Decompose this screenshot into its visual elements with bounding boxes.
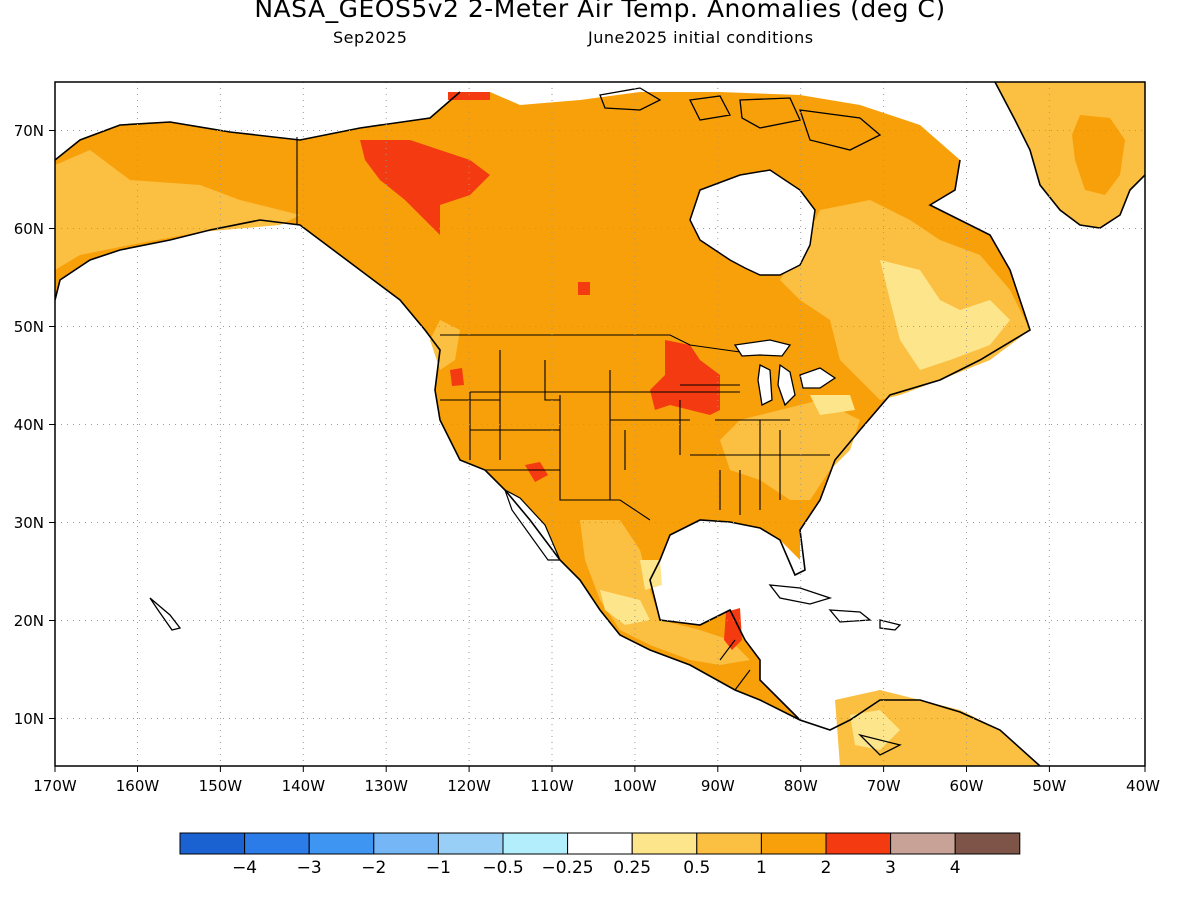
land-anomaly-red bbox=[360, 140, 490, 235]
lon-tick-label: 50W bbox=[1032, 777, 1066, 795]
lon-tick-label: 140W bbox=[282, 777, 326, 795]
political-borders bbox=[296, 137, 830, 691]
colorbar-label: 0.25 bbox=[613, 858, 651, 878]
colorbar-swatch bbox=[567, 832, 633, 855]
lon-tick-label: 70W bbox=[867, 777, 901, 795]
colorbar-label: −3 bbox=[297, 858, 322, 878]
colorbar-swatch bbox=[308, 832, 375, 855]
colorbar-label: 1 bbox=[756, 858, 767, 878]
land-anomaly-yellow bbox=[850, 710, 900, 750]
lon-tick-label: 90W bbox=[701, 777, 735, 795]
land-anomaly-light-orange bbox=[430, 320, 460, 370]
latitude-labels: 70N 60N 50N 40N 30N 20N 10N bbox=[14, 122, 44, 728]
map-layers bbox=[55, 82, 1145, 766]
lon-tick-label: 60W bbox=[950, 777, 984, 795]
land-anomaly-light-orange bbox=[720, 400, 860, 500]
land-anomaly-red bbox=[578, 282, 590, 295]
lon-tick-label: 150W bbox=[199, 777, 243, 795]
lat-tick-label: 60N bbox=[14, 220, 44, 238]
lat-tick-label: 40N bbox=[14, 416, 44, 434]
lon-tick-label: 120W bbox=[447, 777, 491, 795]
map-title: NASA_GEOS5v2 2-Meter Air Temp. Anomalies… bbox=[254, 0, 946, 23]
lon-tick-label: 160W bbox=[116, 777, 160, 795]
lon-tick-label: 130W bbox=[364, 777, 408, 795]
land-anomaly-greenland-core bbox=[1072, 115, 1125, 195]
colorbar-swatch bbox=[244, 832, 310, 855]
colorbar-swatch bbox=[696, 832, 762, 855]
colorbar-swatch bbox=[954, 832, 1021, 855]
lat-tick-label: 30N bbox=[14, 514, 44, 532]
colorbar-label: −0.5 bbox=[482, 858, 523, 878]
colorbar-label: 3 bbox=[885, 858, 896, 878]
great-lakes bbox=[733, 339, 837, 407]
lat-tick-label: 70N bbox=[14, 122, 44, 140]
longitude-labels: 170W 160W 150W 140W 130W 120W 110W 100W … bbox=[33, 777, 1160, 795]
initial-conditions-label: June2025 initial conditions bbox=[588, 28, 814, 47]
lon-tick-label: 170W bbox=[33, 777, 77, 795]
land-anomaly-light-orange bbox=[55, 150, 300, 270]
land-anomaly-yellow bbox=[880, 260, 1010, 370]
land-anomaly-red bbox=[650, 340, 720, 415]
colorbar-swatch bbox=[373, 832, 439, 855]
lon-tick-label: 100W bbox=[613, 777, 657, 795]
land-anomaly-yellow bbox=[810, 395, 855, 415]
land-anomaly-red bbox=[525, 462, 548, 482]
lon-tick-label: 110W bbox=[530, 777, 574, 795]
lat-tick-label: 20N bbox=[14, 612, 44, 630]
hudson-bay bbox=[689, 169, 816, 276]
colorbar-label: 2 bbox=[821, 858, 832, 878]
axis-ticks bbox=[49, 130, 1146, 772]
colorbar-swatch bbox=[760, 832, 827, 855]
forecast-month: Sep2025 bbox=[333, 28, 408, 47]
land-anomaly-light-orange bbox=[835, 690, 1040, 766]
colorbar-swatch bbox=[825, 832, 892, 855]
colorbar-label: 4 bbox=[950, 858, 961, 878]
colorbar-swatch bbox=[437, 832, 504, 855]
colorbar: −4 −3 −2 −1 −0.5 −0.25 0.25 0.5 1 2 3 4 bbox=[179, 832, 1021, 878]
land-anomaly-red bbox=[450, 368, 464, 386]
colorbar-swatch bbox=[890, 832, 956, 855]
land-anomaly-red bbox=[724, 608, 742, 650]
land-anomaly-light-orange bbox=[580, 520, 750, 665]
island-outlines bbox=[149, 87, 902, 756]
colorbar-label: 0.5 bbox=[683, 858, 710, 878]
colorbar-label: −4 bbox=[232, 858, 257, 878]
colorbar-swatch bbox=[631, 832, 698, 855]
lat-tick-label: 50N bbox=[14, 318, 44, 336]
gridlines bbox=[55, 82, 1145, 766]
colorbar-label: −2 bbox=[361, 858, 386, 878]
colorbar-swatch bbox=[179, 832, 246, 855]
colorbar-swatch bbox=[502, 832, 569, 855]
lon-tick-label: 80W bbox=[784, 777, 818, 795]
land-anomaly-yellow bbox=[600, 590, 650, 625]
lon-tick-label: 40W bbox=[1126, 777, 1160, 795]
coastline bbox=[55, 82, 1145, 766]
colorbar-label: −1 bbox=[426, 858, 451, 878]
colorbar-label: −0.25 bbox=[542, 858, 594, 878]
lat-tick-label: 10N bbox=[14, 710, 44, 728]
